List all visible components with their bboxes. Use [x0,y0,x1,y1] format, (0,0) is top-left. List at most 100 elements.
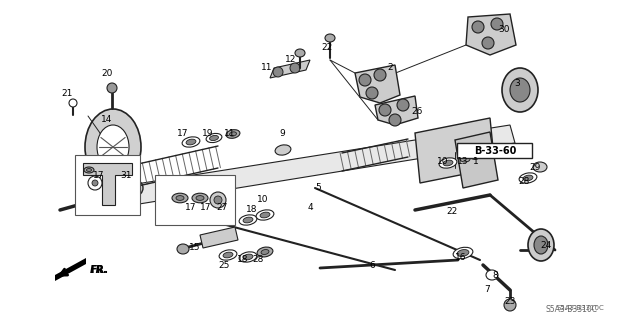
Ellipse shape [97,125,129,169]
Polygon shape [375,96,418,125]
Text: 30: 30 [499,26,509,34]
Text: FR.: FR. [90,265,108,275]
Text: 29: 29 [529,164,541,173]
Ellipse shape [439,158,457,168]
Ellipse shape [379,104,391,116]
Ellipse shape [374,69,386,81]
Ellipse shape [230,132,236,136]
Ellipse shape [453,247,473,259]
Text: 23: 23 [504,298,516,307]
Ellipse shape [502,68,538,112]
Ellipse shape [260,212,270,218]
Polygon shape [83,163,132,205]
Text: 18: 18 [246,205,258,214]
Text: 17: 17 [93,170,105,180]
Text: 4: 4 [307,204,313,212]
Ellipse shape [127,180,143,196]
Text: 27: 27 [216,204,228,212]
Ellipse shape [366,87,378,99]
Text: 11: 11 [261,63,273,72]
Polygon shape [355,65,400,103]
Ellipse shape [107,83,117,93]
Ellipse shape [457,249,469,256]
Polygon shape [55,258,86,281]
Ellipse shape [214,196,222,204]
Ellipse shape [325,34,335,42]
Text: 22: 22 [446,207,458,217]
Text: S5A3-B3310C: S5A3-B3310C [556,305,604,311]
Ellipse shape [69,99,77,107]
Text: 20: 20 [101,69,113,78]
Ellipse shape [290,63,300,73]
Polygon shape [415,118,495,183]
Text: 1: 1 [473,158,479,167]
Ellipse shape [186,139,196,145]
Ellipse shape [243,254,253,260]
Ellipse shape [491,18,503,30]
Ellipse shape [528,229,554,261]
Bar [75,155,140,215]
Text: 31: 31 [120,170,132,180]
Text: 14: 14 [101,115,113,124]
Text: 24: 24 [540,241,552,249]
Text: 8: 8 [492,271,498,279]
Ellipse shape [209,136,218,141]
Text: 11: 11 [224,129,236,137]
Ellipse shape [172,193,188,203]
Text: 28: 28 [518,177,530,187]
Ellipse shape [359,74,371,86]
Text: 12: 12 [285,56,297,64]
Ellipse shape [206,133,222,143]
Ellipse shape [460,156,470,162]
Ellipse shape [261,249,269,255]
Ellipse shape [176,196,184,200]
Ellipse shape [86,168,92,172]
Ellipse shape [519,173,537,183]
Ellipse shape [510,78,530,102]
Ellipse shape [256,210,274,220]
Text: 5: 5 [315,183,321,192]
Ellipse shape [92,180,98,186]
Polygon shape [270,60,310,78]
Ellipse shape [471,154,479,160]
Ellipse shape [177,244,189,254]
Text: 9: 9 [279,129,285,137]
Text: 10: 10 [257,196,269,204]
Ellipse shape [534,236,548,254]
Ellipse shape [239,215,257,225]
Text: 10: 10 [437,158,449,167]
Text: B-33-60: B-33-60 [474,146,516,156]
Text: 6: 6 [369,261,375,270]
Ellipse shape [239,252,257,262]
Polygon shape [455,132,498,188]
Ellipse shape [210,192,226,208]
Polygon shape [130,125,515,205]
Text: 3: 3 [514,78,520,87]
Ellipse shape [472,21,484,33]
Ellipse shape [182,137,200,147]
Ellipse shape [196,196,204,200]
Ellipse shape [192,193,208,203]
Text: 17: 17 [177,129,189,137]
Text: 17: 17 [200,204,212,212]
Ellipse shape [504,299,516,311]
Text: FR.: FR. [90,265,108,275]
Polygon shape [200,227,238,248]
Ellipse shape [275,145,291,155]
Ellipse shape [226,130,240,138]
Ellipse shape [223,252,233,258]
Text: 7: 7 [484,286,490,294]
Text: 15: 15 [189,242,201,251]
Ellipse shape [243,217,253,223]
Text: 13: 13 [457,158,468,167]
Ellipse shape [257,247,273,257]
Ellipse shape [533,162,547,172]
Bar [155,175,235,225]
Text: S5A3-B3310C: S5A3-B3310C [546,305,598,314]
Text: 19: 19 [202,129,214,137]
Ellipse shape [486,270,498,280]
Text: 21: 21 [61,88,73,98]
Ellipse shape [397,99,409,111]
Text: 22: 22 [321,42,333,51]
Ellipse shape [273,67,283,77]
